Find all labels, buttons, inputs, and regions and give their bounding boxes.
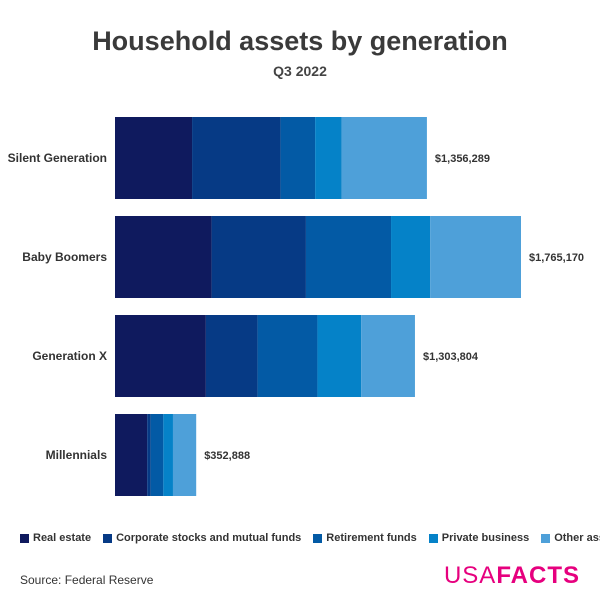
category-label: Baby Boomers <box>22 250 107 264</box>
category-label: Generation X <box>32 349 107 363</box>
bar-segment-corporate-stocks <box>211 216 306 298</box>
bar-segment-other-assets <box>172 414 197 496</box>
source-note: Source: Federal Reserve <box>20 573 154 587</box>
bar-segment-private-business <box>315 117 342 199</box>
bar-segment-retirement-funds <box>305 216 392 298</box>
legend-label: Real estate <box>33 532 92 544</box>
total-value-label: $1,303,804 <box>423 351 479 363</box>
legend-swatch-real-estate <box>20 533 29 543</box>
total-value-label: $1,765,170 <box>529 252 584 264</box>
bar-segment-real-estate <box>115 216 212 298</box>
legend-label: Other assets <box>554 532 600 544</box>
bar-segment-retirement-funds <box>280 117 316 199</box>
category-label: Silent Generation <box>8 151 107 165</box>
bar-segment-real-estate <box>115 414 148 496</box>
total-value-label: $352,888 <box>204 450 250 462</box>
chart-subtitle: Q3 2022 <box>273 63 327 79</box>
bar-segment-corporate-stocks <box>192 117 281 199</box>
legend-item-other-assets: Other assets <box>541 532 600 544</box>
legend-item-private-business: Private business <box>428 532 530 544</box>
legend-swatch-private-business <box>428 533 438 543</box>
bar-segment-corporate-stocks <box>205 315 258 397</box>
legend: Real estate Corporate stocks and mutual … <box>20 532 600 544</box>
bar-segment-other-assets <box>341 117 427 199</box>
legend-label: Private business <box>441 532 530 544</box>
stacked-bar-chart: Silent Generation $1,356,289 Baby Boomers $… <box>8 117 584 496</box>
bar-segment-private-business <box>163 414 173 496</box>
bar-segment-real-estate <box>115 315 206 397</box>
legend-item-retirement-funds: Retirement funds <box>313 532 417 544</box>
logo-text-usa: USA <box>443 562 497 589</box>
total-value-label: $1,356,289 <box>435 153 490 165</box>
bar-segment-other-assets <box>361 315 415 397</box>
legend-swatch-retirement-funds <box>313 533 323 543</box>
legend-swatch-corporate-stocks <box>103 533 113 543</box>
bar-segment-private-business <box>317 315 362 397</box>
legend-swatch-other-assets <box>541 533 551 543</box>
category-label: Millennials <box>46 448 108 462</box>
bar-segment-corporate-stocks <box>147 414 151 496</box>
logo-text-facts: FACTS <box>496 562 580 589</box>
usafacts-logo[interactable]: USAFACTS <box>444 562 580 590</box>
bar-segment-real-estate <box>115 117 193 199</box>
legend-label: Corporate stocks and mutual funds <box>116 532 302 544</box>
chart-title: Household assets by generation <box>92 26 508 56</box>
bar-segment-other-assets <box>430 216 521 298</box>
legend-item-corporate-stocks: Corporate stocks and mutual funds <box>103 532 301 544</box>
legend-item-real-estate: Real estate <box>20 532 91 544</box>
bar-segment-retirement-funds <box>150 414 164 496</box>
legend-label: Retirement funds <box>326 532 417 544</box>
bar-segment-private-business <box>391 216 431 298</box>
bar-segment-retirement-funds <box>257 315 318 397</box>
